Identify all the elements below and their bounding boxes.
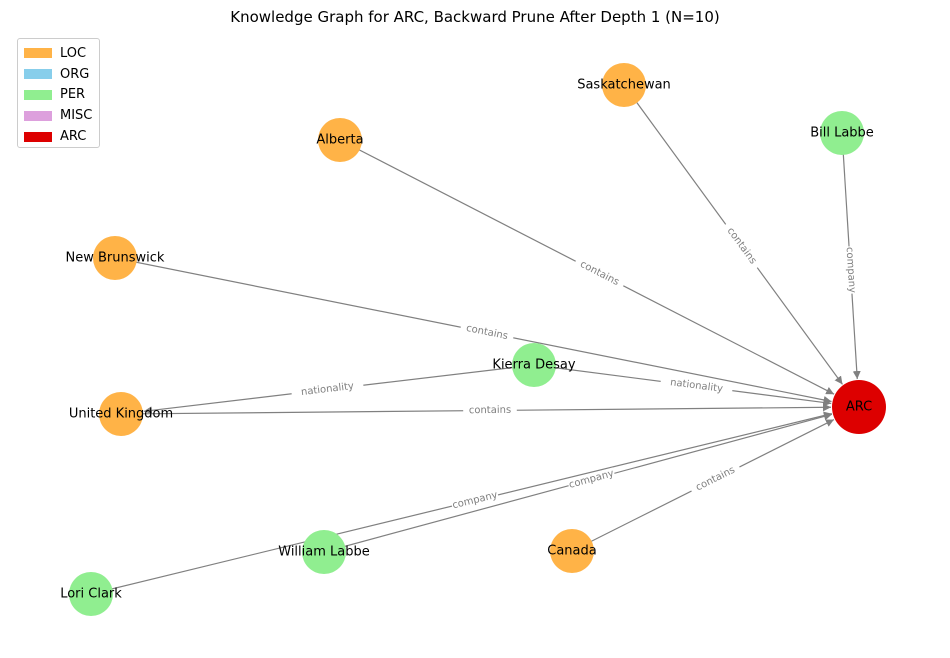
edge-label: company <box>451 490 498 512</box>
node-kierra-desay[interactable] <box>512 343 556 387</box>
node-arc[interactable] <box>832 380 886 434</box>
node-label-canada: Canada <box>547 544 596 559</box>
edge-label-group: contains <box>459 321 515 344</box>
node-label-united-kingdom: United Kingdom <box>69 407 173 422</box>
edge-label-background <box>567 467 616 492</box>
edge-label-group: contains <box>720 220 763 272</box>
node-alberta[interactable] <box>318 118 362 162</box>
legend-label-arc: ARC <box>60 129 87 145</box>
edge-label: contains <box>465 323 509 342</box>
node-label-bill-labbe: Bill Labbe <box>810 126 874 141</box>
edge-label: contains <box>469 405 511 416</box>
node-label-saskatchewan: Saskatchewan <box>577 78 671 93</box>
edge-label: contains <box>578 259 621 288</box>
legend-label-org: ORG <box>60 66 90 82</box>
edge-label-background <box>843 245 858 295</box>
legend-swatch-arc <box>24 131 52 142</box>
legend: LOC ORG PER MISC ARC <box>17 38 100 148</box>
legend-swatch-org <box>24 69 52 80</box>
edge-label: company <box>844 247 858 294</box>
legend-item-org: ORG <box>24 64 93 85</box>
edge-label-background <box>290 379 365 400</box>
node-label-william-labbe: William Labbe <box>278 545 370 560</box>
edge-label-group: company <box>450 489 500 512</box>
node-lori-clark[interactable] <box>69 572 113 616</box>
legend-swatch-per <box>24 89 52 100</box>
edge-label-background <box>688 461 743 497</box>
legend-swatch-loc <box>24 48 52 59</box>
edge-label: contains <box>725 226 759 267</box>
edge-label-group: company <box>843 245 858 295</box>
node-united-kingdom[interactable] <box>99 392 143 436</box>
node-label-new-brunswick: New Brunswick <box>66 251 165 266</box>
edge-label-background <box>463 404 517 417</box>
edge-label-background <box>459 321 515 344</box>
node-label-arc: ARC <box>846 400 872 415</box>
edge-label-group: nationality <box>290 379 365 400</box>
node-new-brunswick[interactable] <box>93 236 137 280</box>
edge-label-background <box>720 220 763 272</box>
edge-label-background <box>572 255 627 292</box>
edge-label-group: company <box>567 467 616 492</box>
graph-title: Knowledge Graph for ARC, Backward Prune … <box>230 8 720 26</box>
edge-label: nationality <box>669 377 723 395</box>
node-bill-labbe[interactable] <box>820 111 864 155</box>
legend-item-per: PER <box>24 85 93 106</box>
edge-label-background <box>659 375 734 397</box>
node-william-labbe[interactable] <box>302 530 346 574</box>
node-label-kierra-desay: Kierra Desay <box>492 358 575 373</box>
edge-label-background <box>450 489 500 512</box>
legend-item-loc: LOC <box>24 43 93 64</box>
node-label-alberta: Alberta <box>316 133 363 148</box>
node-saskatchewan[interactable] <box>602 63 646 107</box>
edge-label-group: contains <box>572 255 627 292</box>
node-canada[interactable] <box>550 529 594 573</box>
legend-item-arc: ARC <box>24 126 93 147</box>
legend-label-loc: LOC <box>60 45 87 61</box>
node-label-lori-clark: Lori Clark <box>60 587 122 602</box>
legend-label-per: PER <box>60 87 86 103</box>
edge-label-group: contains <box>463 404 517 417</box>
edge-label: contains <box>694 465 737 494</box>
edge-label-group: contains <box>688 461 743 497</box>
legend-label-misc: MISC <box>60 108 93 124</box>
edge-label-group: nationality <box>659 375 734 397</box>
legend-swatch-misc <box>24 110 52 121</box>
legend-item-misc: MISC <box>24 105 93 126</box>
